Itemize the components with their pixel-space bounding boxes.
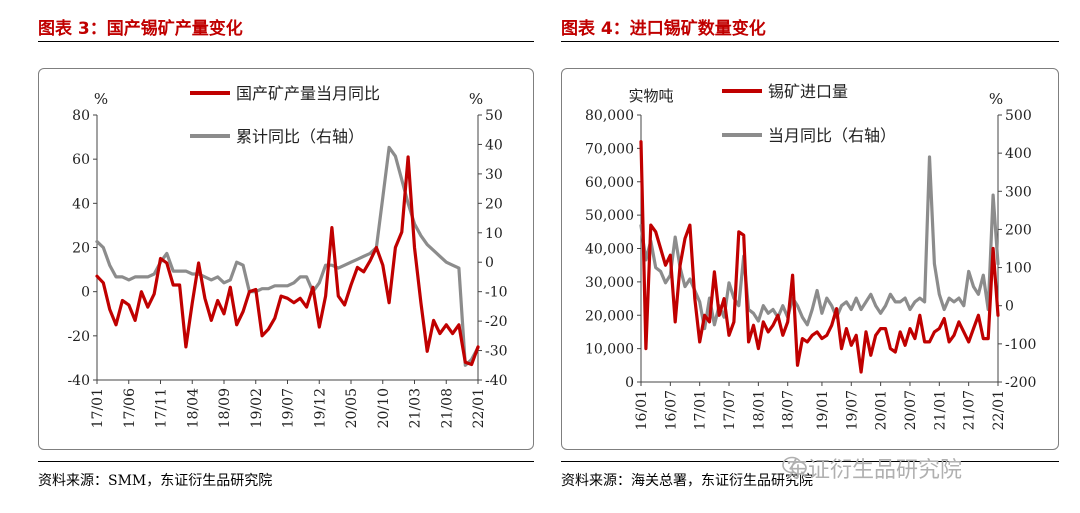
chart2-left-tick-label: 50,000 — [585, 208, 634, 224]
chart2-x-tick-label: 16/07 — [663, 390, 679, 430]
chart1-x-tick-label: 18/09 — [217, 388, 233, 428]
chart2-left-tick-label: 0 — [625, 375, 634, 391]
chart1-x-tick-label: 21/03 — [408, 388, 424, 428]
chart2-x-tick-label: 18/01 — [751, 390, 767, 430]
chart2-source: 资料来源：海关总署，东证衍生品研究院 — [561, 473, 813, 489]
chart2-right-tick-label: 200 — [1005, 222, 1032, 238]
chart1-x-tick-label: 20/10 — [376, 388, 392, 428]
chart2-x-tick-label: 17/01 — [693, 390, 709, 430]
chart2-x-tick-label: 20/01 — [874, 390, 890, 430]
chart2-x-tick-label: 21/07 — [962, 390, 978, 430]
chart1-x-tick-label: 22/01 — [471, 388, 487, 428]
chart1-right-tick-label: -10 — [485, 285, 508, 301]
chart2-title-rule — [561, 41, 1059, 42]
chart1-frame — [38, 68, 534, 450]
chart2-right-tick-label: 400 — [1005, 146, 1032, 162]
chart2-series-right — [639, 155, 1000, 331]
chart1-x-tick-label: 19/07 — [281, 388, 297, 428]
chart1-svg: -40 -20 0 20 40 60 80 -40 -30 -20 -10 0 10 20 30 40 50%%… — [67, 84, 508, 428]
chart2-left-tick-label: 80,000 — [585, 108, 634, 124]
chart1-left-tick-label: -40 — [67, 373, 90, 389]
chart2-y-unit: 实物吨 — [628, 87, 673, 105]
chart2-x-tick-label: 18/07 — [781, 390, 797, 430]
chart2-series-left — [639, 140, 1000, 374]
chart1-left-tick-label: -20 — [67, 329, 90, 345]
chart1-right-tick-label: -40 — [485, 373, 508, 389]
chart2-left-tick-label: 10,000 — [585, 342, 634, 358]
chart2-left-tick-label: 30,000 — [585, 275, 634, 291]
chart1-left-tick-label: 0 — [81, 285, 90, 301]
chart2-left-tick-label: 40,000 — [585, 242, 634, 258]
chart1-right-tick-label: -20 — [485, 314, 508, 330]
chart2-title: 图表 4：进口锡矿数量变化 — [561, 19, 766, 39]
chart2-x-tick-label: 22/01 — [991, 390, 1007, 430]
chart1-x-tick-label: 17/01 — [90, 388, 106, 428]
chart1-y-unit: % — [94, 90, 108, 108]
chart2-right-tick-label: 100 — [1005, 261, 1032, 277]
chart2-legend-label: 锡矿进口量 — [768, 82, 848, 101]
chart1-left-tick-label: 40 — [72, 196, 90, 212]
chart2-y2-unit: % — [989, 90, 1003, 108]
chart1-left-tick-label: 20 — [72, 241, 90, 257]
chart1-series-left — [95, 155, 480, 367]
chart1-x-tick-label: 17/06 — [122, 388, 138, 428]
watermark-text: 东证衍生品研究院 — [786, 458, 963, 483]
chart1-right-tick-label: 50 — [485, 108, 503, 124]
chart2-legend-label: 当月同比（右轴） — [768, 126, 896, 145]
chart1-legend-label: 累计同比（右轴） — [236, 127, 364, 146]
chart2-right-tick-label: 500 — [1005, 108, 1032, 124]
chart1-right-tick-label: 20 — [485, 196, 503, 212]
chart1-title: 图表 3：国产锡矿产量变化 — [38, 19, 243, 39]
chart1-x-tick-label: 17/11 — [154, 388, 170, 428]
chart2-left-tick-label: 60,000 — [585, 175, 634, 191]
chart1-x-tick-label: 21/08 — [439, 388, 455, 428]
chart2-x-tick-label: 16/01 — [634, 390, 650, 430]
chart1-right-tick-label: 30 — [485, 167, 503, 183]
chart2-x-tick-label: 21/01 — [932, 390, 948, 430]
chart2-right-tick-label: -100 — [1005, 337, 1036, 353]
chart2-x-tick-label: 19/01 — [815, 390, 831, 430]
chart2-right-tick-label: -200 — [1005, 375, 1036, 391]
chart1-source: 资料来源：SMM，东证衍生品研究院 — [38, 473, 273, 489]
chart2-left-tick-label: 20,000 — [585, 308, 634, 324]
chart2-right-tick-label: 300 — [1005, 184, 1032, 200]
chart1-source-rule — [38, 461, 534, 462]
chart1-x-tick-label: 18/04 — [185, 388, 201, 428]
chart2-svg: 0 10,000 20,000 30,000 40,000 50,000 60,000 70,… — [585, 82, 1036, 430]
chart1-right-tick-label: 40 — [485, 137, 503, 153]
chart1-left-tick-label: 60 — [72, 152, 90, 168]
chart1-title-rule — [38, 41, 534, 42]
chart1-right-tick-label: 10 — [485, 226, 503, 242]
chart2-right-tick-label: 0 — [1005, 299, 1014, 315]
chart2-x-tick-label: 20/07 — [903, 390, 919, 430]
chart2-x-tick-label: 17/07 — [722, 390, 738, 430]
chart1-right-tick-label: -30 — [485, 344, 508, 360]
chart2-source-rule — [561, 461, 1059, 462]
chart2-frame — [561, 68, 1059, 450]
chart1-legend-label: 国产矿产量当月同比 — [236, 84, 380, 103]
wechat-icon — [782, 456, 807, 475]
chart2-x-tick-label: 19/07 — [844, 390, 860, 430]
chart2-left-tick-label: 70,000 — [585, 141, 634, 157]
chart1-left-tick-label: 80 — [72, 108, 90, 124]
chart1-x-tick-label: 20/05 — [344, 388, 360, 428]
chart1-right-tick-label: 0 — [485, 255, 494, 271]
chart1-x-tick-label: 19/12 — [312, 388, 328, 428]
chart1-y2-unit: % — [469, 90, 483, 108]
chart1-x-tick-label: 19/02 — [249, 388, 265, 428]
